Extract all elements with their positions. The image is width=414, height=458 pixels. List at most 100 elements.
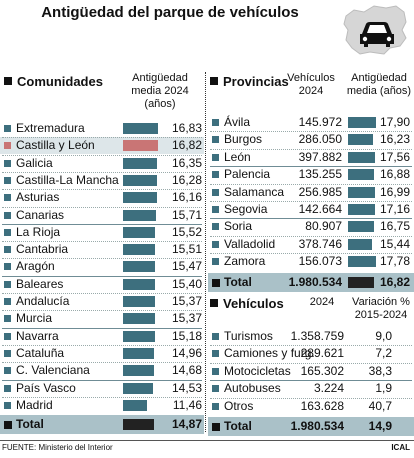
provincia-age: 17,16 [379,202,410,216]
comunidad-label: Castilla-La Mancha [16,172,119,187]
comunidad-label: Castilla y León [16,138,95,153]
comunidad-value: 15,37 [171,311,202,326]
row-separator [210,397,412,399]
row-separator [2,396,202,398]
row-square-icon [4,349,11,357]
vehiculo-label: Autobuses [224,381,281,396]
provincia-age: 17,78 [379,254,410,269]
comunidad-row: C. Valenciana 14,68 [0,362,204,379]
total-count: 1.980.534 [290,419,344,433]
vehiculos-total-row: Total 1.980.534 14,9 [208,417,414,436]
provincia-row: Valladolid 378.746 15,44 [208,236,414,253]
total-value: 14,87 [171,417,202,432]
comunidad-value: 16,83 [171,121,202,135]
comunidad-label: C. Valenciana [16,363,90,378]
provincia-vehicles: 142.664 [298,202,342,216]
row-separator [210,380,412,382]
comunidad-row: País Vasco 14,53 [0,380,204,397]
comunidad-bar [123,278,156,290]
provincia-bar [348,117,376,128]
vehiculo-count: 163.628 [300,398,344,413]
footer-agency: ICAL [391,443,410,452]
comunidad-row: Cantabria 15,51 [0,241,204,258]
vehiculo-count: 289.621 [300,346,344,361]
row-separator [210,362,412,364]
comunidad-row: Asturias 16,16 [0,189,204,206]
row-separator [2,189,202,191]
row-separator [210,183,412,185]
comunidad-value: 15,40 [171,276,202,291]
comunidad-value: 14,68 [171,363,202,378]
col-header-line: Variación % [352,296,410,308]
provincia-label: León [224,149,251,164]
comunidad-bar [123,209,156,221]
comunidad-row: Extremadura 16,83 [0,120,204,137]
provincia-row: Salamanca 256.985 16,99 [208,184,414,201]
provincia-age: 15,44 [379,236,410,251]
row-separator [2,171,202,173]
provincia-age: 17,56 [379,149,410,164]
section-square-icon [4,77,12,85]
vehiculo-variation: 40,7 [368,398,392,413]
col-header-line: Vehículos [287,72,335,84]
comunidad-label: La Rioja [16,224,61,239]
comunidad-label: Asturias [16,190,60,205]
comunidades-total-row: Total 14,87 [0,415,204,435]
provincias-col1-header: Vehículos 2024 [282,72,340,98]
provincia-vehicles: 378.746 [298,236,342,251]
comunidad-row: Andalucía 15,37 [0,293,204,310]
col-header-line: 2024 [298,85,324,97]
row-square-icon [212,153,219,161]
vehiculo-row: Motocicletas 165.302 38,3 [208,363,414,380]
row-square-icon [212,240,219,248]
footer-divider [0,440,414,441]
comunidad-label: Murcia [16,311,53,326]
comunidad-bar [123,174,157,186]
provincia-row: Segovia 142.664 17,16 [208,201,414,218]
row-separator [2,344,202,346]
comunidad-row: Cataluña 14,96 [0,345,204,362]
comunidad-label: Cataluña [16,345,65,360]
provincia-bar [348,238,373,250]
row-square-icon [212,367,219,375]
provincia-vehicles: 256.985 [298,184,342,199]
provincia-row: León 397.882 17,56 [208,149,414,166]
provincia-label: Burgos [224,132,263,147]
total-square-icon [4,421,12,430]
provincia-label: Soria [224,219,253,234]
row-separator [210,166,412,168]
vehiculo-count: 3.224 [313,381,344,396]
provincia-row: Palencia 135.255 16,88 [208,166,414,183]
provincia-bar [348,151,376,163]
provincia-label: Salamanca [224,184,285,199]
provincia-bar [348,204,375,215]
comunidad-label: Canarias [16,207,65,222]
comunidad-row: Baleares 15,40 [0,276,204,293]
row-separator [2,137,202,139]
total-variation: 14,9 [368,419,392,433]
row-square-icon [4,125,11,132]
row-square-icon [212,188,219,196]
row-separator [210,235,412,237]
row-separator [210,218,412,220]
comunidad-value: 15,37 [171,294,202,308]
row-separator [2,206,202,208]
column-divider [205,72,206,432]
comunidad-value: 15,71 [171,207,202,222]
comunidad-row: Canarias 15,71 [0,207,204,224]
section-square-icon [210,77,218,85]
row-square-icon [212,350,219,358]
comunidad-bar [123,347,155,359]
row-square-icon [212,333,219,340]
row-square-icon [4,263,11,271]
row-square-icon [4,298,11,305]
row-square-icon [4,401,11,409]
row-separator [2,379,202,381]
vehiculo-row: Otros 163.628 40,7 [208,398,414,415]
comunidad-value: 14,96 [171,345,202,360]
row-square-icon [4,384,11,392]
provincia-row: Burgos 286.050 16,23 [208,131,414,148]
comunidad-row: Navarra 15,18 [0,328,204,345]
provincia-vehicles: 145.972 [298,115,342,129]
row-square-icon [212,136,219,144]
